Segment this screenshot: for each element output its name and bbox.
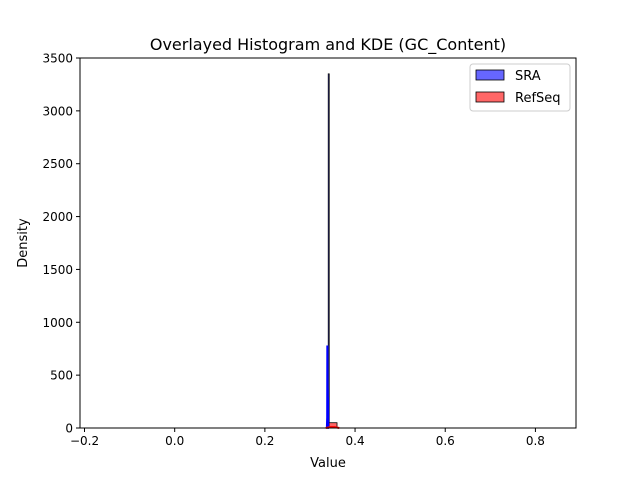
x-tick-label: 0.8 [526, 434, 545, 448]
legend-label-sra: SRA [515, 69, 541, 84]
y-axis-label: Density [16, 218, 31, 268]
y-tick-label: 1000 [42, 316, 73, 330]
legend-swatch-sra [475, 69, 505, 81]
chart-title: Overlayed Histogram and KDE (GC_Content) [150, 35, 506, 55]
x-tick-label: 0.2 [255, 434, 274, 448]
plot-frame [79, 57, 577, 429]
x-tick-label: −0.2 [70, 434, 99, 448]
bars-layer [327, 73, 338, 429]
legend: SRA RefSeq [469, 63, 571, 112]
y-tick-label: 500 [50, 369, 73, 383]
legend-swatch-refseq [475, 91, 505, 103]
x-tick-label: 0.0 [165, 434, 184, 448]
y-tick-label: 2500 [42, 157, 73, 171]
x-tick-label: 0.4 [346, 434, 365, 448]
y-tick-label: 3000 [42, 104, 73, 118]
y-tick-label: 2000 [42, 210, 73, 224]
plot-area [79, 57, 577, 429]
kde-layer [325, 345, 340, 429]
x-tick-label: 0.6 [436, 434, 455, 448]
y-tick-label: 0 [65, 422, 73, 436]
x-axis-label: Value [310, 456, 346, 471]
legend-label-refseq: RefSeq [515, 91, 561, 106]
y-tick-label: 3500 [42, 52, 73, 66]
y-tick-label: 1500 [42, 263, 73, 277]
x-axis: −0.2 0.0 0.2 0.4 0.6 0.8 [70, 428, 545, 448]
kde-line-sra [325, 345, 330, 429]
y-axis: 0 500 1000 1500 2000 2500 3000 3500 [42, 52, 80, 436]
